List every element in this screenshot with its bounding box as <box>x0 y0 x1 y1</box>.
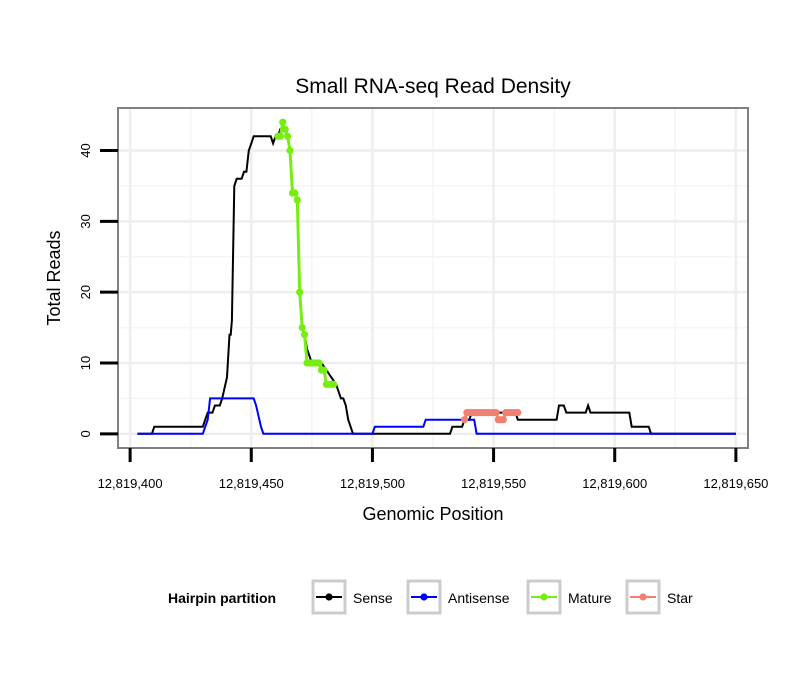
x-tick-label: 12,819,500 <box>340 476 405 491</box>
data-point-mature <box>291 189 299 197</box>
x-axis: 12,819,400 12,819,450 12,819,500 12,819,550… <box>98 448 768 491</box>
series-layer <box>137 118 736 435</box>
legend-label: Mature <box>568 590 612 606</box>
y-tick-label: 40 <box>78 143 93 157</box>
legend-key-point <box>325 593 333 601</box>
data-point-mature <box>296 288 304 296</box>
x-tick-label: 12,819,650 <box>703 476 768 491</box>
x-tick-label: 12,819,450 <box>219 476 284 491</box>
series-star <box>460 409 522 424</box>
series-line-sense <box>137 128 736 435</box>
data-point-mature <box>320 366 328 374</box>
series-antisense <box>137 397 736 435</box>
y-axis: 0 10 20 30 40 <box>78 143 118 437</box>
data-point-star <box>492 409 500 417</box>
x-tick-label: 12,819,400 <box>98 476 163 491</box>
data-point-mature <box>298 324 306 332</box>
x-axis-title: Genomic Position <box>362 504 503 524</box>
legend-item-star: Star <box>625 579 693 615</box>
legend-key-point <box>639 593 647 601</box>
y-tick-label: 20 <box>78 285 93 299</box>
legend-label: Sense <box>353 590 393 606</box>
data-point-star <box>499 416 507 424</box>
legend-item-sense: Sense <box>311 579 393 615</box>
data-point-mature <box>279 118 287 126</box>
data-point-mature <box>293 196 301 204</box>
legend-item-antisense: Antisense <box>406 579 510 615</box>
data-point-star <box>514 409 522 417</box>
y-tick-label: 10 <box>78 356 93 370</box>
data-point-mature <box>330 380 338 388</box>
grid <box>118 108 748 448</box>
legend-key-point <box>540 593 548 601</box>
legend-item-mature: Mature <box>526 579 612 615</box>
data-point-star <box>460 416 469 424</box>
legend-label: Antisense <box>448 590 510 606</box>
series-sense <box>137 128 736 435</box>
y-axis-title: Total Reads <box>44 230 64 325</box>
series-mature <box>274 118 338 388</box>
series-line-antisense <box>137 397 736 435</box>
series-line-mature <box>277 121 334 386</box>
legend-label: Star <box>667 590 693 606</box>
chart-title: Small RNA-seq Read Density <box>295 75 571 98</box>
x-tick-label: 12,819,600 <box>582 476 647 491</box>
data-point-mature <box>286 146 294 155</box>
legend-title: Hairpin partition <box>168 590 276 606</box>
data-point-mature <box>301 331 309 339</box>
x-tick-label: 12,819,550 <box>461 476 526 491</box>
y-tick-label: 30 <box>78 214 93 228</box>
data-point-mature <box>315 359 323 367</box>
legend-key-point <box>420 593 428 601</box>
data-point-mature <box>281 125 289 133</box>
y-tick-label: 0 <box>78 430 93 437</box>
plot-border <box>117 107 749 449</box>
data-point-mature <box>284 132 292 140</box>
legend: Hairpin partition Sense Antisense Mature St… <box>168 579 693 615</box>
data-point-mature <box>276 132 284 140</box>
